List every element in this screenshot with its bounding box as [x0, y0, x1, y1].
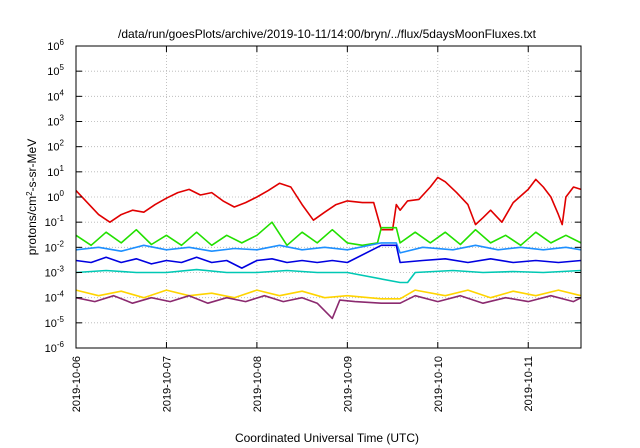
grid: [75, 46, 581, 348]
y-axis-label-prefix: protons/cm: [25, 196, 39, 255]
series-layer: [75, 176, 582, 320]
y-tick-label: 102: [47, 139, 64, 154]
x-tick-label: 2019-10-06: [71, 356, 83, 412]
series-line-5: [75, 268, 582, 284]
x-tick-label: 2019-10-10: [433, 356, 445, 412]
series-line-7: [75, 294, 582, 320]
series-line-6: [75, 289, 582, 300]
x-axis-label: Coordinated Universal Time (UTC): [235, 431, 419, 445]
chart-title: /data/run/goesPlots/archive/2019-10-11/1…: [118, 27, 537, 41]
series-line-3: [75, 242, 582, 254]
x-axis: 2019-10-06 2019-10-07 2019-10-08 2019-10-09…: [71, 46, 535, 412]
y-tick-label: 10-5: [45, 315, 65, 330]
x-tick-label: 2019-10-11: [523, 356, 535, 411]
y-axis-label-sup: 2: [25, 191, 34, 196]
series-line-2: [75, 221, 582, 247]
y-tick-label: 103: [47, 114, 64, 129]
x-tick-label: 2019-10-07: [161, 356, 173, 412]
series-line-4: [75, 244, 582, 269]
y-tick-label: 106: [47, 38, 64, 53]
y-tick-label: 10-4: [45, 290, 65, 305]
series-line-1: [75, 176, 582, 231]
y-tick-label: 10-2: [45, 239, 65, 254]
x-tick-label: 2019-10-08: [252, 356, 264, 412]
y-tick-label: 10-1: [45, 214, 65, 229]
y-tick-label: 100: [47, 189, 64, 204]
y-tick-label: 101: [47, 164, 64, 179]
y-axis: 10-6 10-5 10-4 10-3 10-2 10-1 100 101 102 103 104 1…: [45, 38, 581, 355]
y-tick-label: 105: [47, 63, 64, 78]
y-tick-label: 10-6: [45, 340, 65, 355]
y-axis-label-suffix: -s-sr-MeV: [25, 139, 39, 192]
y-tick-label: 104: [47, 88, 64, 103]
y-tick-label: 10-3: [45, 265, 65, 280]
x-tick-label: 2019-10-09: [342, 356, 354, 412]
y-axis-label: protons/cm2-s-sr-MeV: [25, 139, 40, 255]
